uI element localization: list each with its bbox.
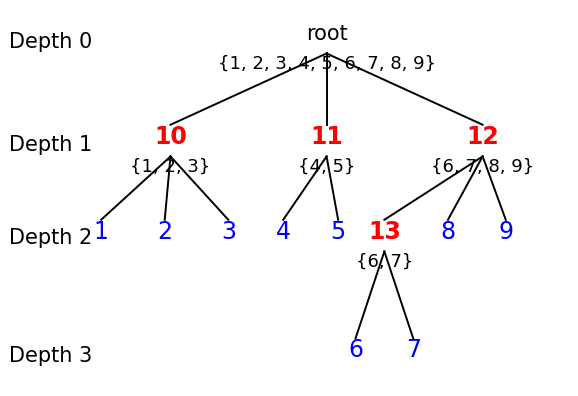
Text: Depth 0: Depth 0	[9, 32, 92, 51]
Text: 9: 9	[498, 220, 513, 244]
Text: 4: 4	[276, 220, 291, 244]
Text: {6, 7}: {6, 7}	[355, 252, 413, 270]
Text: 12: 12	[466, 125, 499, 148]
Text: 7: 7	[406, 339, 421, 362]
Text: {1, 2, 3, 4, 5, 6, 7, 8, 9}: {1, 2, 3, 4, 5, 6, 7, 8, 9}	[217, 54, 436, 72]
Text: 13: 13	[368, 220, 401, 244]
Text: root: root	[306, 24, 347, 44]
Text: {1, 2, 3}: {1, 2, 3}	[131, 157, 210, 175]
Text: 1: 1	[94, 220, 109, 244]
Text: 6: 6	[348, 339, 363, 362]
Text: {6, 7, 8, 9}: {6, 7, 8, 9}	[431, 157, 534, 175]
Text: 8: 8	[440, 220, 455, 244]
Text: Depth 1: Depth 1	[9, 135, 92, 154]
Text: 5: 5	[331, 220, 346, 244]
Text: {4, 5}: {4, 5}	[298, 157, 355, 175]
Text: 3: 3	[221, 220, 236, 244]
Text: Depth 2: Depth 2	[9, 228, 92, 248]
Text: Depth 3: Depth 3	[9, 346, 92, 366]
Text: 10: 10	[154, 125, 187, 148]
Text: 11: 11	[310, 125, 343, 148]
Text: 2: 2	[157, 220, 172, 244]
